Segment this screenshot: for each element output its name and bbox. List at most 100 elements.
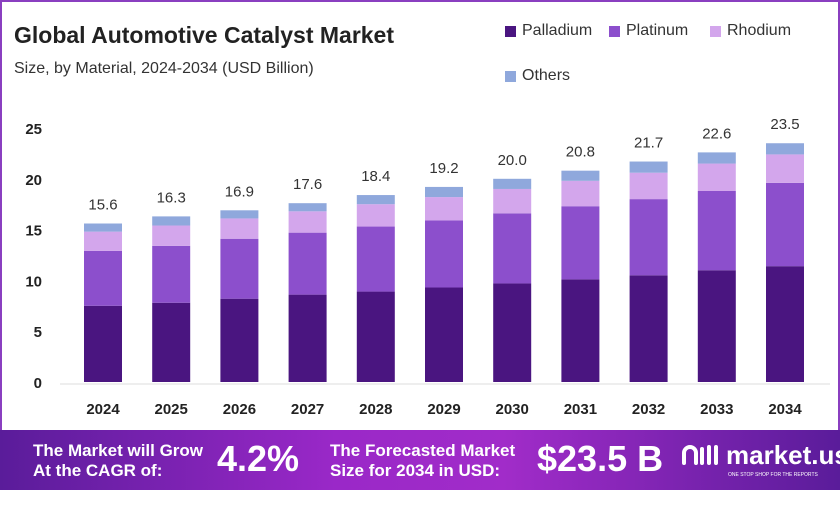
cagr-value: 4.2%: [217, 438, 300, 479]
bar-segment-platinum: [629, 199, 668, 276]
y-tick-label: 10: [25, 273, 42, 290]
bar-segment-palladium: [84, 305, 122, 382]
x-tick-label: 2026: [223, 401, 256, 418]
bar-segment-rhodium: [84, 231, 122, 251]
total-label: 22.6: [702, 125, 731, 142]
total-label: 19.2: [429, 160, 458, 177]
bar-segment-palladium: [288, 294, 327, 382]
bar-segment-palladium: [629, 275, 668, 382]
bar-segment-platinum: [697, 190, 736, 271]
bar-segment-platinum: [84, 250, 122, 306]
total-label: 15.6: [88, 197, 117, 214]
cagr-label: The Market will Grow At the CAGR of:: [33, 441, 203, 481]
x-tick-label: 2031: [564, 401, 597, 418]
x-tick-label: 2033: [700, 401, 733, 418]
bar-segment-others: [629, 161, 668, 173]
cagr-label-line1: The Market will Grow: [33, 441, 204, 460]
bar-segment-rhodium: [629, 172, 668, 200]
logo-icon: [682, 444, 718, 465]
bar-segment-rhodium: [288, 211, 327, 233]
x-tick-label: 2030: [496, 401, 529, 418]
bar-segment-platinum: [356, 226, 395, 292]
bar-segment-rhodium: [561, 180, 600, 207]
bar-segment-platinum: [493, 213, 532, 284]
bar-segment-others: [84, 223, 122, 232]
x-tick-label: 2034: [768, 401, 802, 418]
bar-segment-platinum: [425, 220, 463, 288]
y-tick-label: 20: [25, 172, 42, 189]
legend-swatch: [505, 25, 516, 37]
y-tick-label: 25: [25, 121, 42, 138]
forecast-label-line2: Size for 2034 in USD:: [330, 461, 501, 480]
bar-segment-rhodium: [356, 204, 395, 227]
legend-item-platinum: Platinum: [609, 22, 688, 40]
legend-swatch: [505, 70, 516, 82]
footer-banner: The Market will Grow At the CAGR of: 4.2%…: [0, 430, 840, 490]
total-label: 21.7: [634, 135, 663, 152]
bar-segment-platinum: [561, 206, 600, 280]
x-tick-label: 2027: [291, 401, 324, 418]
bar-segment-palladium: [697, 270, 736, 382]
bar-segment-others: [766, 143, 804, 155]
bar-segment-others: [152, 216, 191, 226]
bar-segment-rhodium: [697, 163, 736, 191]
forecast-label-line1: The Forecasted Market: [330, 441, 516, 460]
total-label: 17.6: [293, 176, 322, 193]
legend-item-palladium: Palladium: [505, 22, 592, 40]
x-tick-label: 2028: [359, 401, 392, 418]
bar-segment-others: [288, 203, 327, 212]
bar-segment-platinum: [152, 245, 191, 303]
bar-segment-others: [220, 210, 259, 219]
chart-frame: [0, 0, 840, 430]
bar-segment-palladium: [152, 302, 191, 382]
total-label: 16.3: [157, 189, 186, 206]
forecast-label: The Forecasted Market Size for 2034 in US…: [330, 441, 515, 481]
cagr-label-line2: At the CAGR of:: [33, 461, 163, 480]
legend-item-others: Others: [505, 67, 570, 85]
bar-segment-platinum: [220, 238, 259, 299]
chart-subtitle: Size, by Material, 2024-2034 (USD Billio…: [14, 60, 314, 77]
total-label: 23.5: [770, 116, 799, 133]
market-us-logo: market.us ONE STOP SHOP FOR THE REPORTS: [680, 440, 840, 478]
bar-segment-others: [356, 195, 395, 205]
x-tick-label: 2024: [86, 401, 120, 418]
bar-segment-palladium: [425, 287, 463, 382]
bar-segment-rhodium: [220, 218, 259, 239]
total-label: 20.8: [566, 144, 595, 161]
bar-segment-rhodium: [766, 154, 804, 183]
total-label: 20.0: [498, 152, 527, 169]
bar-segment-palladium: [766, 266, 804, 382]
bar-segment-others: [493, 178, 532, 189]
legend-label: Palladium: [522, 22, 593, 39]
bar-segment-palladium: [220, 298, 259, 382]
bar-segment-platinum: [288, 232, 327, 295]
y-tick-label: 15: [25, 223, 42, 240]
bar-segment-others: [425, 186, 463, 198]
logo-name: market.us: [726, 440, 840, 470]
y-tick-label: 5: [34, 324, 42, 341]
bar-segment-platinum: [766, 182, 804, 267]
bar-segment-others: [561, 170, 600, 181]
chart-plot: 051015202515.6202416.3202516.9202617.620…: [25, 116, 830, 418]
total-label: 16.9: [225, 183, 254, 200]
x-tick-label: 2025: [155, 401, 188, 418]
legend-label: Others: [522, 67, 571, 84]
bar-segment-others: [697, 152, 736, 164]
chart-title: Global Automotive Catalyst Market: [14, 22, 395, 48]
x-tick-label: 2032: [632, 401, 665, 418]
bar-segment-palladium: [356, 291, 395, 382]
legend-swatch: [609, 25, 620, 37]
forecast-value: $23.5 B: [537, 438, 664, 479]
bar-segment-palladium: [561, 279, 600, 382]
legend-item-rhodium: Rhodium: [710, 22, 791, 40]
logo-tagline: ONE STOP SHOP FOR THE REPORTS: [728, 472, 818, 478]
bar-segment-rhodium: [493, 188, 532, 214]
bar-segment-palladium: [493, 283, 532, 382]
legend-label: Platinum: [626, 22, 689, 39]
bar-segment-rhodium: [425, 197, 463, 221]
bar-segment-rhodium: [152, 225, 191, 246]
total-label: 18.4: [361, 168, 390, 185]
y-tick-label: 0: [34, 375, 42, 392]
legend-label: Rhodium: [727, 22, 792, 39]
x-tick-label: 2029: [427, 401, 460, 418]
